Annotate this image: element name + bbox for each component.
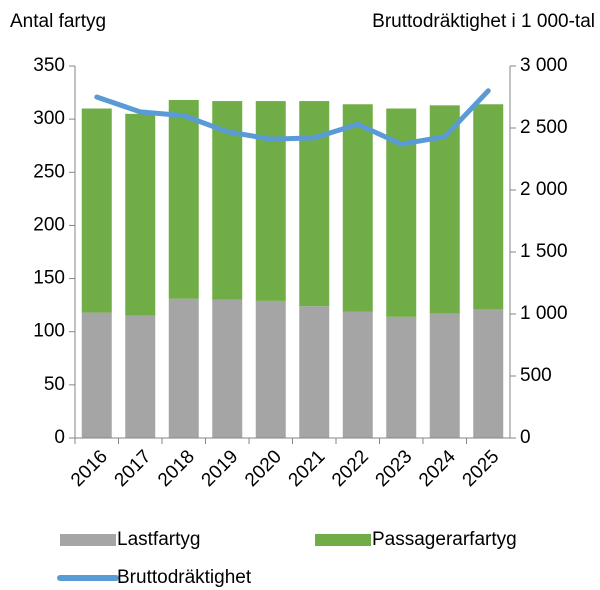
bar	[81, 312, 112, 438]
y2-tick-label: 2 000	[520, 179, 568, 200]
x-tick-label: 2017	[111, 446, 156, 491]
x-tick-label: 2018	[154, 446, 199, 491]
y-axis-title: Antal fartyg	[10, 11, 106, 32]
x-tick-label: 2021	[285, 446, 330, 491]
bar	[255, 300, 286, 438]
bar	[473, 309, 504, 438]
legend-label: Lastfartyg	[117, 529, 200, 550]
y2-tick-label: 1 500	[520, 241, 568, 262]
legend-swatch	[60, 534, 116, 546]
y2-axis-title: Bruttodräktighet i 1 000-tal	[372, 11, 595, 32]
x-tick-label: 2019	[198, 446, 243, 491]
x-tick-label: 2025	[459, 446, 504, 491]
y-tick-label: 300	[33, 108, 65, 129]
bar	[299, 306, 330, 438]
y2-tick-label: 2 500	[520, 117, 568, 138]
y-tick-label: 150	[33, 268, 65, 289]
bar	[299, 101, 330, 307]
y2-tick-label: 3 000	[520, 55, 568, 76]
legend-label: Passagerarfartyg	[372, 529, 517, 550]
bar	[429, 313, 460, 438]
x-tick-label: 2020	[241, 446, 286, 491]
bar	[168, 100, 199, 299]
legend-swatch	[315, 534, 371, 546]
bar	[168, 298, 199, 438]
x-tick-label: 2024	[415, 446, 460, 491]
bar	[81, 108, 112, 313]
y2-tick-label: 0	[520, 427, 531, 448]
bar	[342, 104, 373, 312]
bar	[473, 104, 504, 310]
y-tick-label: 250	[33, 161, 65, 182]
y-tick-label: 50	[44, 374, 65, 395]
x-tick-label: 2023	[372, 446, 417, 491]
y-tick-label: 0	[54, 427, 65, 448]
y-tick-label: 100	[33, 321, 65, 342]
bar	[386, 316, 417, 438]
legend-label: Bruttodräktighet	[117, 567, 252, 588]
bar	[212, 299, 243, 438]
bar	[342, 311, 373, 438]
y-tick-label: 200	[33, 214, 65, 235]
y2-tick-label: 500	[520, 365, 552, 386]
y-tick-label: 350	[33, 55, 65, 76]
y2-tick-label: 1 000	[520, 303, 568, 324]
bar	[255, 101, 286, 301]
bar	[125, 113, 156, 316]
x-tick-label: 2022	[328, 446, 373, 491]
line	[94, 88, 491, 147]
x-tick-label: 2016	[67, 446, 112, 491]
bar	[125, 315, 156, 438]
